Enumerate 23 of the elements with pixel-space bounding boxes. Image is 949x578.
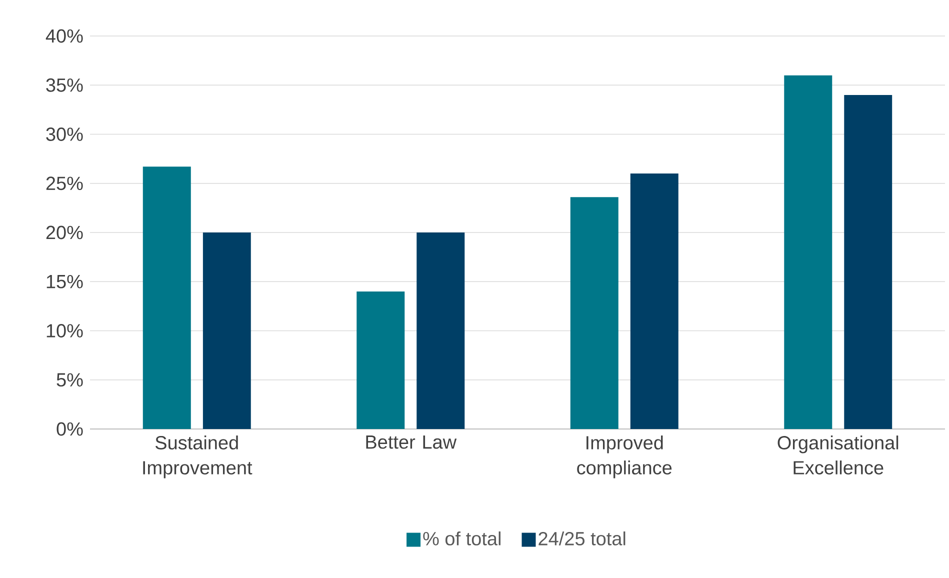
bar [570, 197, 618, 429]
bar [784, 75, 832, 429]
legend-label: 24/25 total [538, 531, 626, 546]
bar [356, 291, 405, 429]
y-tick-label: 10% [46, 324, 83, 338]
bar [142, 166, 191, 429]
y-tick-label: 40% [46, 29, 83, 43]
y-tick-label: 0% [56, 422, 83, 436]
y-tick-label: 35% [46, 78, 83, 92]
y-tick-label: 15% [46, 274, 83, 288]
bar [844, 94, 892, 429]
bar [416, 232, 465, 429]
bar [630, 174, 678, 429]
x-tick-label: Better Law [366, 436, 457, 449]
y-tick-label: 25% [46, 176, 83, 190]
x-tick-label: Organisational Excellence [778, 436, 898, 474]
legend-label: % of total [423, 531, 500, 546]
y-tick-label: 20% [46, 226, 83, 240]
x-tick-label: Improved compliance [577, 436, 672, 478]
y-tick-label: 5% [56, 373, 83, 387]
bar [202, 232, 251, 429]
y-tick-label: 30% [46, 128, 83, 141]
x-tick-label: Sustained Improvement [143, 436, 252, 478]
